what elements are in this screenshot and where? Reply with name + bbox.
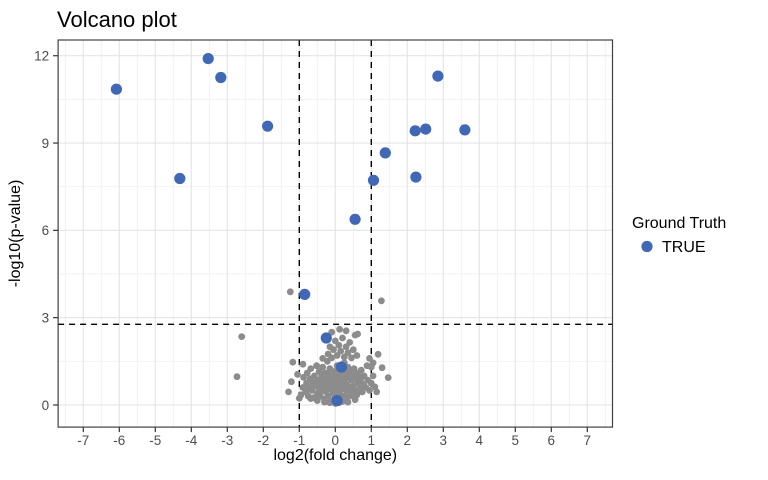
x-tick-label: -5 [149,433,161,448]
y-tick-label: 3 [42,310,50,325]
data-point-background [330,346,337,354]
data-point-true [367,174,380,186]
data-point-background [286,288,294,296]
data-point-background [378,364,386,372]
data-point-true [410,171,422,183]
data-point-background [238,333,246,340]
legend-true-marker-icon [641,240,653,253]
data-point-background [319,363,327,371]
data-point-background [335,341,343,349]
data-point-true [331,395,343,407]
y-tick-labels: 0 3 6 9 12 [34,49,49,413]
x-axis-label: log2(fold change) [273,447,397,464]
data-point-background [344,398,352,406]
data-point-background [328,354,336,362]
data-point-background [369,372,377,380]
data-point-true [215,71,227,84]
y-tick-label: 9 [42,136,50,151]
y-tick-label: 0 [42,398,50,413]
data-point-background [313,362,320,370]
data-point-background [294,371,301,378]
data-point-true [420,123,432,135]
y-tick-label: 12 [34,49,49,64]
x-tick-label: -1 [293,433,305,448]
x-tick-label: 5 [512,433,520,448]
data-point-background [295,394,303,402]
data-point-true [379,147,391,159]
data-point-true [262,120,274,132]
data-point-background [351,396,359,404]
data-point-background [366,387,373,394]
scatter-points-true [110,53,471,407]
data-point-background [339,334,346,342]
x-tick-label: -4 [185,433,197,448]
x-tick-label: 6 [548,433,556,448]
data-point-background [233,373,241,381]
data-point-background [285,388,292,396]
x-tick-label: -3 [221,433,233,448]
data-point-true [110,83,122,95]
y-axis-label: -log10(p-value) [7,180,24,288]
data-point-background [289,358,297,366]
scatter-points-background [233,288,392,407]
data-point-background [319,355,327,362]
x-tick-labels: -7 -6 -5 -4 -3 -2 -1 0 1 2 3 4 5 6 7 [77,433,591,448]
x-tick-label: -7 [77,433,89,448]
y-tick-label: 6 [42,223,50,238]
data-point-background [288,378,295,386]
x-tick-label: -6 [113,433,125,448]
x-tick-label: -2 [257,433,269,448]
data-point-true [299,288,311,300]
data-point-background [353,352,361,359]
data-point-background [378,297,385,305]
data-point-background [307,365,315,372]
data-point-true [335,361,347,373]
data-point-background [384,374,392,381]
data-point-background [337,347,345,355]
x-tick-label: 2 [404,433,412,448]
axis-tick-marks [53,55,588,433]
data-point-background [348,354,355,362]
data-point-background [373,388,381,396]
data-point-background [346,339,354,346]
data-point-true [432,70,444,82]
data-point-background [354,330,361,338]
data-point-background [357,366,365,374]
data-point-background [321,398,328,406]
x-tick-label: 4 [476,433,484,448]
data-point-background [299,360,307,368]
data-point-background [336,325,343,333]
x-tick-label: 1 [368,433,376,448]
legend: Ground Truth TRUE [632,215,726,256]
data-point-background [313,397,321,404]
gridlines-major [58,40,613,428]
data-point-true [409,125,421,137]
data-point-true [349,213,361,225]
x-tick-label: 0 [332,433,340,448]
data-point-true [174,172,186,185]
data-point-background [307,395,315,402]
data-point-true [320,332,332,344]
legend-true-label: TRUE [662,239,706,256]
data-point-background [344,349,352,356]
x-tick-label: 3 [440,433,448,448]
data-point-background [349,346,357,354]
legend-title: Ground Truth [632,215,726,232]
data-point-true [459,124,471,136]
data-point-background [366,355,373,362]
data-point-true [202,53,214,65]
plot-title: Volcano plot [57,7,177,32]
x-tick-label: 7 [584,433,592,448]
data-point-background [374,350,382,358]
data-point-background [342,327,350,335]
